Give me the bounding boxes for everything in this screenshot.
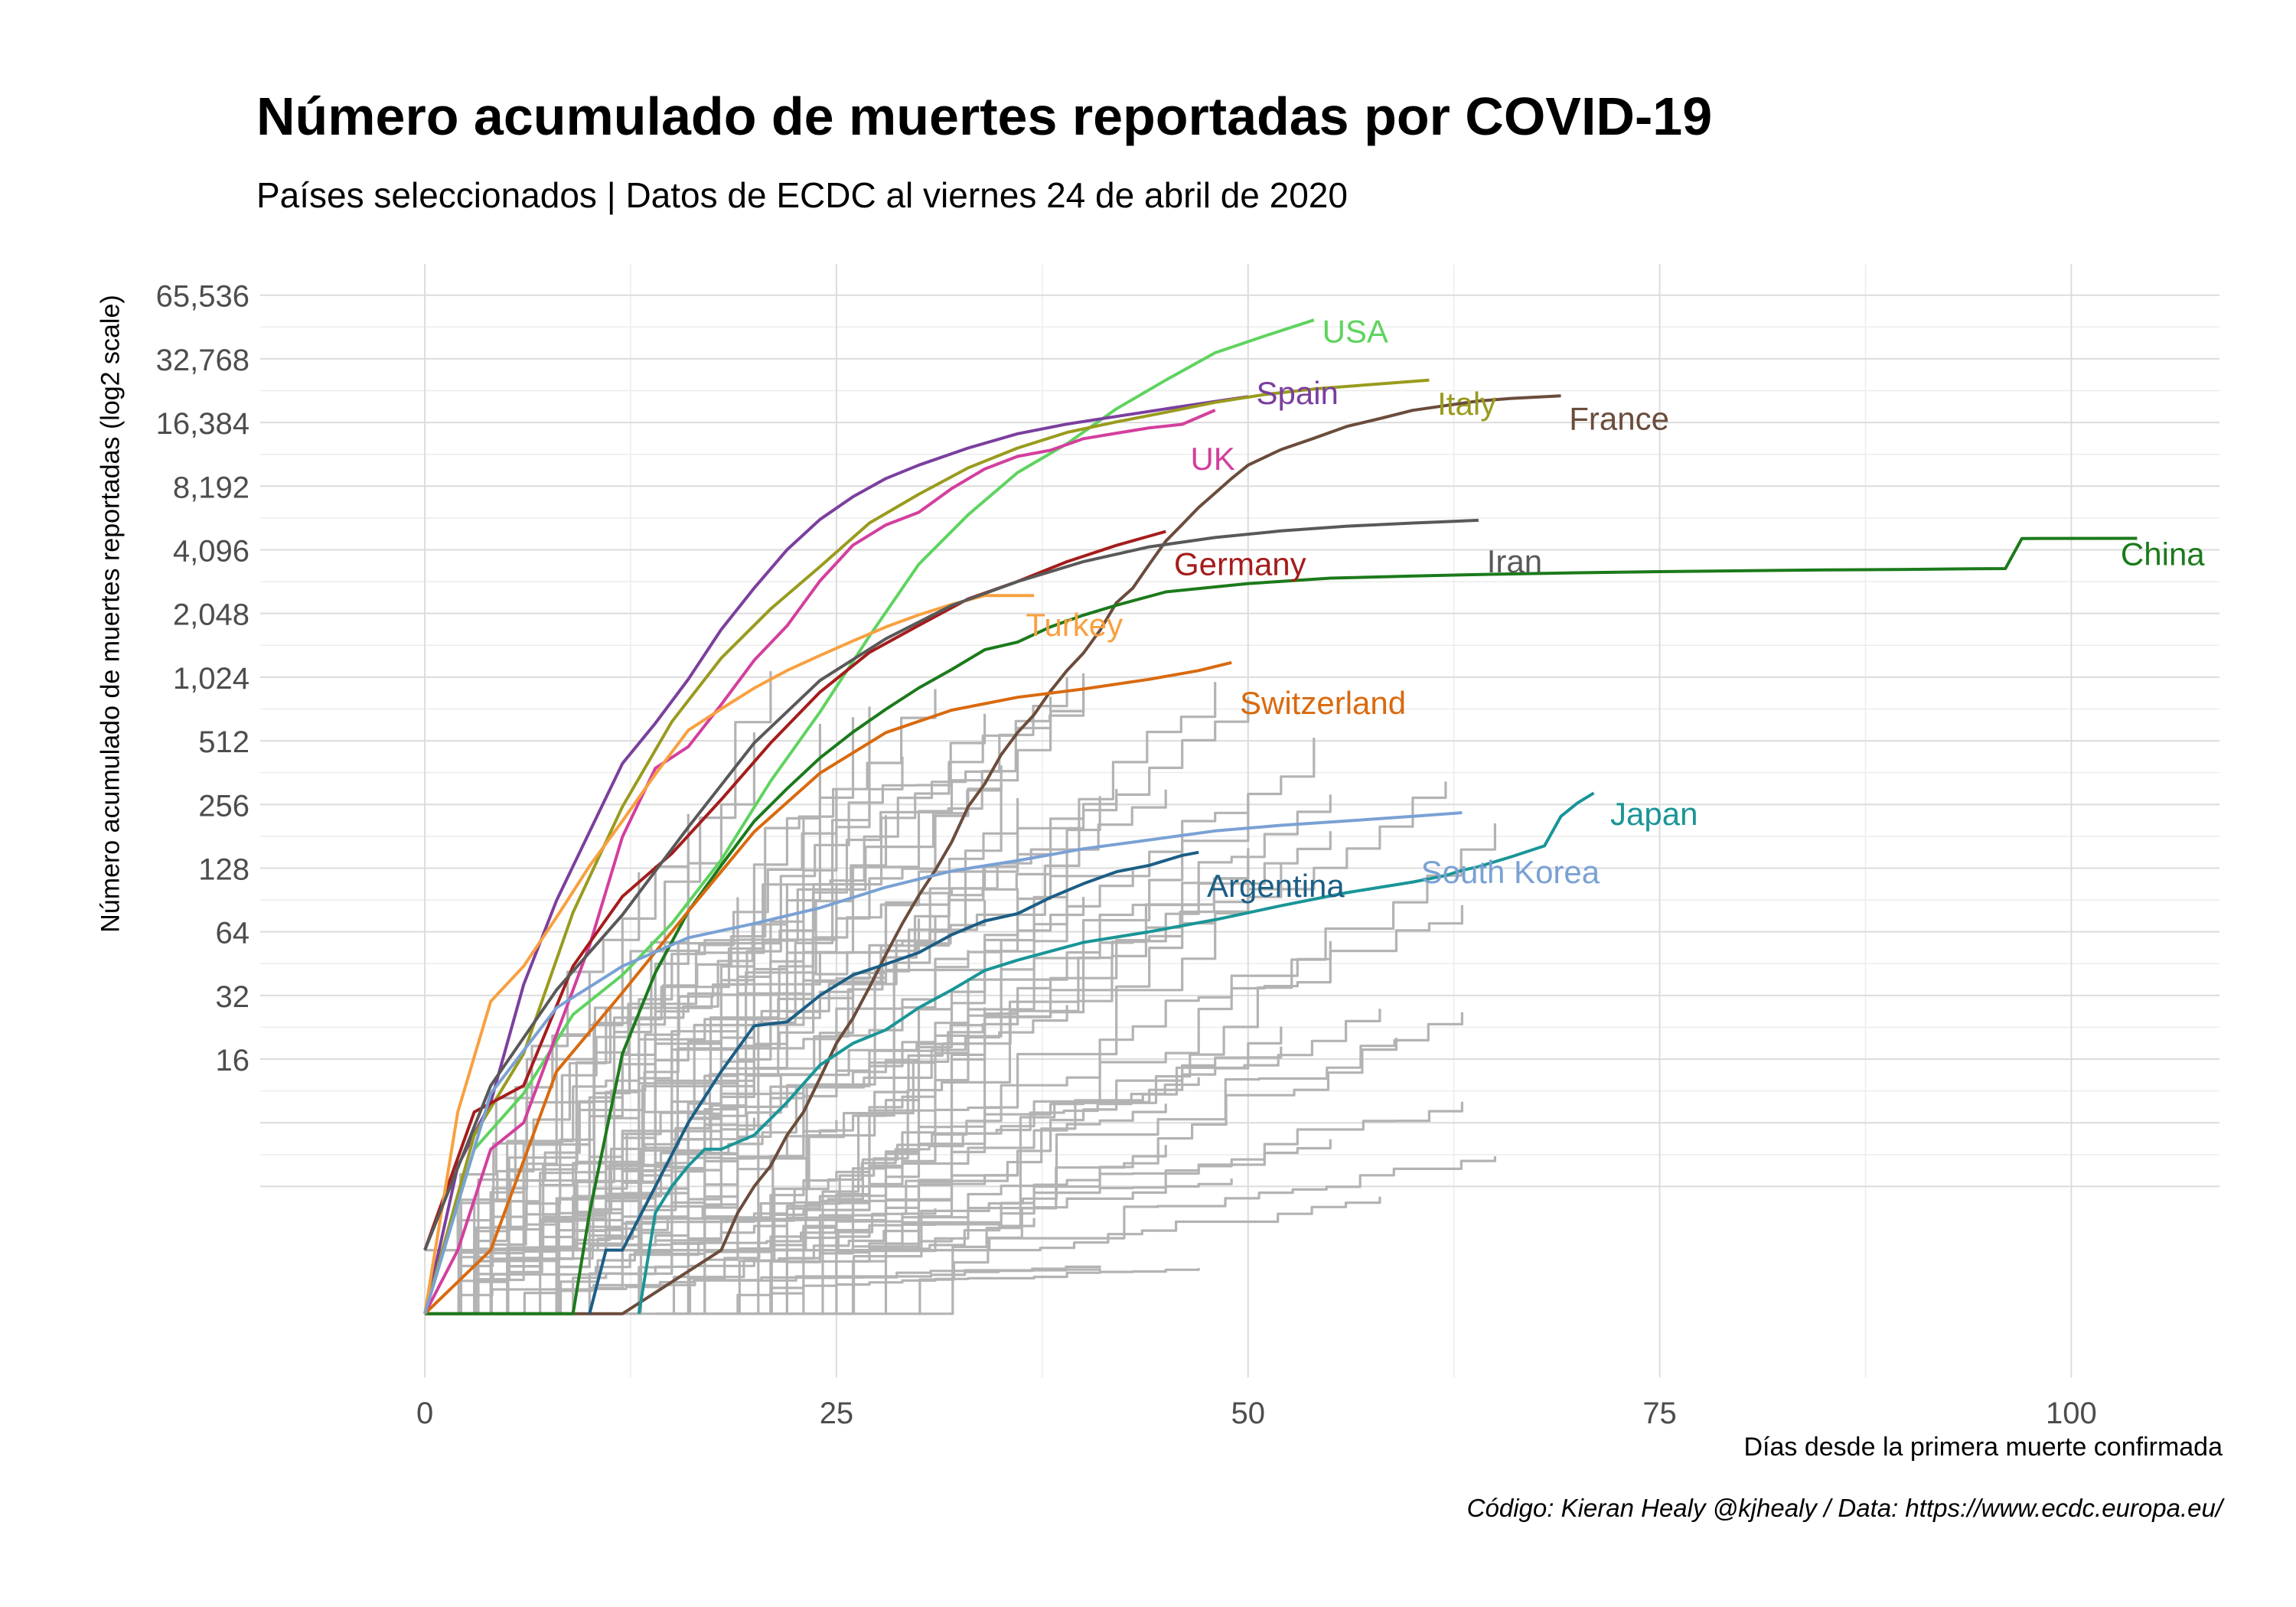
x-axis-label: Días desde la primera muerte confirmada (1743, 1433, 2223, 1462)
series-line-switzerland (423, 660, 1232, 1315)
series-line-italy (423, 378, 1430, 1315)
background-country-line (885, 1038, 1397, 1315)
background-country-line (540, 1208, 937, 1315)
x-tick-label: 0 (416, 1397, 433, 1430)
series-label-spain: Spain (1257, 375, 1339, 411)
y-tick-label: 128 (198, 852, 249, 886)
background-country-line (540, 852, 690, 1252)
series-line-argentina (588, 850, 1199, 1315)
series-label-italy: Italy (1437, 386, 1496, 422)
background-country-line (425, 677, 1068, 1315)
series-label-usa: USA (1322, 314, 1388, 350)
series-label-uk: UK (1190, 441, 1234, 477)
background-series-layer (425, 671, 1496, 1315)
series-line-usa (423, 318, 1315, 1315)
x-tick-label: 100 (2046, 1397, 2097, 1430)
background-country-line (441, 696, 1052, 1252)
background-country-line (458, 1077, 1200, 1315)
background-country-line (523, 671, 772, 1315)
background-country-line (523, 795, 1250, 1315)
background-country-line (572, 950, 970, 1252)
chart-subtitle: Países seleccionados | Datos de ECDC al … (256, 175, 1348, 215)
grid-layer (260, 264, 2219, 1377)
background-country-line (441, 973, 591, 1315)
background-country-line (754, 848, 1250, 1315)
y-tick-label: 16 (216, 1044, 250, 1077)
series-label-argentina: Argentina (1207, 868, 1345, 904)
background-country-line (918, 823, 1496, 1315)
background-country-line (441, 897, 739, 1252)
background-country-line (425, 1224, 871, 1315)
y-tick-label: 512 (198, 725, 249, 759)
chart-title: Número acumulado de muertes reportadas p… (256, 86, 1713, 146)
series-line-south-korea (423, 811, 1463, 1315)
y-tick-label: 32,768 (156, 344, 249, 377)
series-line-uk (423, 409, 1216, 1315)
series-label-turkey: Turkey (1026, 607, 1123, 643)
background-country-line (820, 1026, 1283, 1315)
background-country-line (704, 880, 1250, 1252)
series-line-japan (637, 791, 1595, 1315)
series-line-china (425, 536, 2138, 1315)
series-label-germany: Germany (1174, 546, 1306, 582)
background-country-line (425, 789, 1118, 1252)
background-country-line (737, 1145, 1167, 1315)
background-country-line (704, 682, 1217, 1252)
background-country-line (474, 848, 1052, 1315)
background-country-line (787, 1156, 1496, 1252)
background-country-line (820, 1012, 1463, 1315)
y-tick-label: 8,192 (173, 471, 249, 504)
series-label-japan: Japan (1610, 796, 1698, 832)
series-label-south-korea: South Korea (1421, 854, 1600, 890)
background-country-line (638, 1224, 921, 1315)
y-tick-label: 2,048 (173, 598, 249, 632)
y-tick-label: 65,536 (156, 280, 249, 314)
series-line-iran (423, 518, 1479, 1251)
background-country-line (441, 713, 987, 1315)
chart-caption: Código: Kieran Healy @kjhealy / Data: ht… (1466, 1494, 2223, 1522)
series-line-france (425, 394, 1561, 1315)
background-country-line (425, 772, 1003, 1315)
x-tick-label: 25 (820, 1397, 854, 1430)
y-tick-label: 1,024 (173, 662, 249, 696)
series-label-switzerland: Switzerland (1240, 685, 1406, 721)
y-tick-label: 256 (198, 789, 249, 823)
background-country-line (605, 1178, 1233, 1252)
y-tick-label: 32 (216, 980, 250, 1014)
series-label-layer: USA Spain Italy France UK Germany Iran China Tur… (1026, 314, 2205, 905)
series-label-france: France (1569, 401, 1669, 437)
series-label-china: China (2121, 536, 2205, 572)
background-country-line (605, 815, 888, 1315)
series-line-spain (423, 395, 1249, 1315)
x-tick-label: 75 (1642, 1397, 1677, 1430)
background-country-line (704, 1268, 1200, 1315)
y-tick-label: 4,096 (173, 534, 249, 568)
y-tick-label: 16,384 (156, 407, 249, 441)
background-country-line (523, 1240, 673, 1315)
tick-label-layer: 16 32 64 128 256 512 1,024 2,048 4,096 8,192 16,38… (156, 280, 2097, 1430)
background-country-line (770, 1009, 1381, 1252)
x-tick-label: 50 (1231, 1397, 1266, 1430)
y-tick-label: 64 (216, 917, 250, 950)
background-country-line (523, 696, 1250, 1252)
series-layer (423, 318, 2138, 1315)
background-country-line (425, 872, 641, 1315)
series-label-iran: Iran (1487, 543, 1542, 579)
series-line-germany (423, 530, 1166, 1251)
background-country-line (425, 1268, 1101, 1315)
series-line-turkey (423, 594, 1035, 1315)
background-country-line (425, 789, 838, 1315)
background-country-line (770, 905, 1463, 1315)
background-country-line (638, 794, 1332, 1252)
